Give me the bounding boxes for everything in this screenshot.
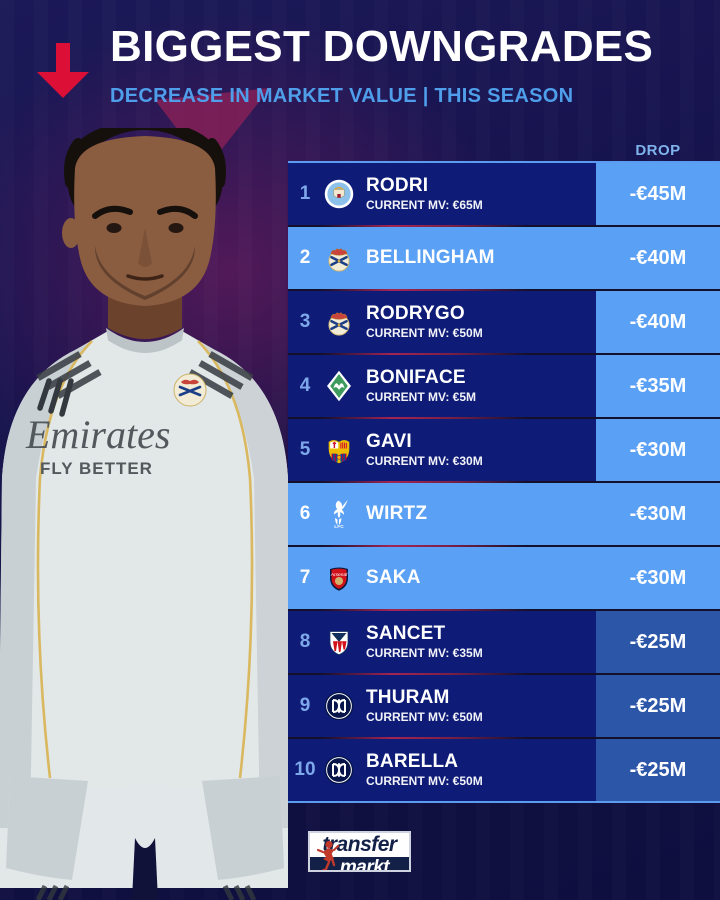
svg-text:FLY BETTER: FLY BETTER xyxy=(40,459,153,478)
svg-text:LFC: LFC xyxy=(334,524,344,529)
svg-text:Emirates: Emirates xyxy=(25,412,170,457)
svg-text:Arsenal: Arsenal xyxy=(330,572,348,578)
